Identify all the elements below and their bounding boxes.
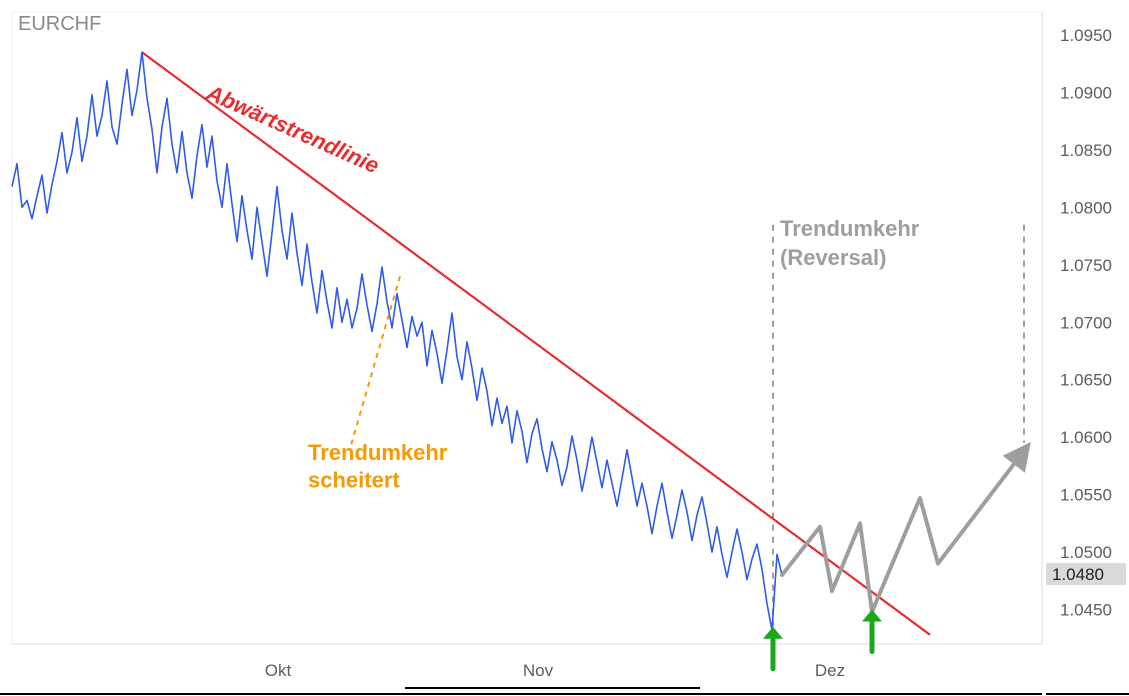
last-price-value: 1.0480 [1052, 565, 1104, 584]
up-arrow-icon [763, 627, 783, 669]
x-tick-label: Dez [815, 661, 845, 680]
annotation-scheitert_l1: Trendumkehr [308, 440, 448, 465]
annotation-reversal_l1: Trendumkehr [780, 216, 920, 241]
y-tick-label: 1.0850 [1060, 141, 1112, 160]
x-tick-label: Nov [523, 661, 554, 680]
price-line [12, 52, 782, 630]
up-arrow-icon [862, 610, 882, 652]
plot-area [12, 12, 1042, 644]
y-tick-label: 1.0550 [1060, 486, 1112, 505]
y-tick-label: 1.0900 [1060, 83, 1112, 102]
y-tick-label: 1.0650 [1060, 371, 1112, 390]
y-tick-label: 1.0700 [1060, 313, 1112, 332]
y-tick-label: 1.0950 [1060, 26, 1112, 45]
y-tick-label: 1.0750 [1060, 256, 1112, 275]
x-tick-label: Okt [265, 661, 292, 680]
annotation-reversal_l2: (Reversal) [780, 245, 886, 270]
y-tick-label: 1.0800 [1060, 198, 1112, 217]
annotation-scheitert_l2: scheitert [308, 468, 400, 493]
downtrend-line [142, 52, 930, 635]
reversal-projection [782, 451, 1024, 612]
price-chart: 1.0450 1.0500 1.0550 1.0600 1.0650 1.0700 1.07… [0, 0, 1129, 696]
y-tick-label: 1.0600 [1060, 428, 1112, 447]
y-tick-label: 1.0500 [1060, 543, 1112, 562]
symbol-label: EURCHF [18, 13, 101, 35]
chart-container: 1.0450 1.0500 1.0550 1.0600 1.0650 1.0700 1.07… [0, 0, 1129, 696]
y-tick-label: 1.0450 [1060, 601, 1112, 620]
